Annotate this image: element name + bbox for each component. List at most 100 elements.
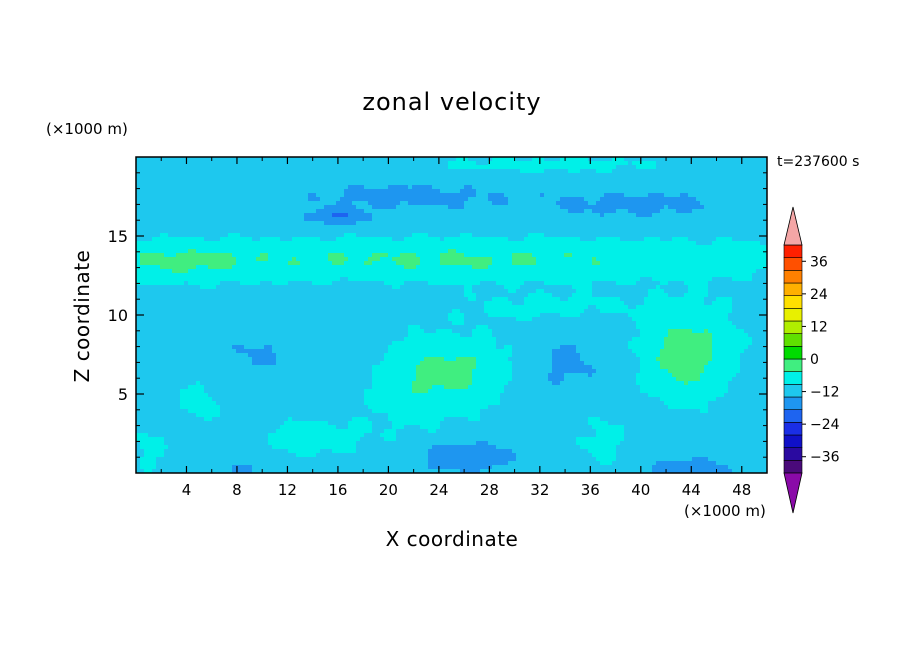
field-cell [188, 189, 193, 194]
field-cell [368, 173, 373, 178]
field-cell [684, 165, 689, 170]
field-cell [384, 261, 389, 266]
field-cell [700, 249, 705, 254]
field-cell [452, 261, 457, 266]
field-cell [340, 165, 345, 170]
field-cell [284, 157, 289, 162]
field-cell [324, 253, 329, 258]
field-cell [488, 245, 493, 250]
field-cell [704, 181, 709, 186]
field-cell [744, 173, 749, 178]
field-cell [748, 205, 753, 210]
field-cell [388, 161, 393, 166]
field-cell [240, 169, 245, 174]
field-cell [672, 249, 677, 254]
field-cell [360, 229, 365, 234]
field-cell [504, 177, 509, 182]
field-cell [164, 185, 169, 190]
field-cell [540, 253, 545, 258]
field-cell [220, 157, 225, 162]
field-cell [524, 277, 529, 282]
field-cell [304, 201, 309, 206]
field-cell [212, 157, 217, 162]
field-cell [172, 245, 177, 250]
field-cell [504, 281, 509, 286]
field-cell [608, 221, 613, 226]
field-cell [580, 209, 585, 214]
field-cell [336, 209, 341, 214]
field-cell [448, 197, 453, 202]
field-cell [672, 205, 677, 210]
field-cell [332, 265, 337, 270]
field-cell [744, 181, 749, 186]
field-cell [508, 269, 513, 274]
field-cell [620, 241, 625, 246]
field-cell [292, 201, 297, 206]
field-cell [716, 161, 721, 166]
field-cell [568, 237, 573, 242]
field-cell [724, 229, 729, 234]
field-cell [340, 205, 345, 210]
field-cell [180, 161, 185, 166]
field-cell [424, 269, 429, 274]
field-cell [336, 253, 341, 258]
field-cell [584, 157, 589, 162]
field-cell [656, 229, 661, 234]
field-cell [696, 245, 701, 250]
field-cell [304, 281, 309, 286]
field-cell [432, 213, 437, 218]
field-cell [344, 201, 349, 206]
field-cell [224, 201, 229, 206]
field-cell [540, 201, 545, 206]
field-cell [468, 177, 473, 182]
field-cell [452, 273, 457, 278]
field-cell [596, 177, 601, 182]
field-cell [620, 249, 625, 254]
field-cell [652, 233, 657, 238]
field-cell [300, 169, 305, 174]
field-cell [760, 225, 765, 230]
field-cell [412, 169, 417, 174]
field-cell [288, 165, 293, 170]
field-cell [336, 173, 341, 178]
field-cell [304, 245, 309, 250]
field-cell [148, 181, 153, 186]
field-cell [308, 197, 313, 202]
field-cell [468, 181, 473, 186]
field-cell [528, 161, 533, 166]
field-cell [664, 217, 669, 222]
field-cell [300, 229, 305, 234]
field-cell [392, 217, 397, 222]
field-cell [532, 193, 537, 198]
field-cell [228, 185, 233, 190]
field-cell [356, 277, 361, 282]
field-cell [144, 193, 149, 198]
field-cell [284, 181, 289, 186]
field-cell [480, 237, 485, 242]
field-cell [324, 261, 329, 266]
field-cell [160, 193, 165, 198]
field-cell [384, 221, 389, 226]
field-cell [608, 209, 613, 214]
field-cell [320, 193, 325, 198]
field-cell [388, 205, 393, 210]
field-cell [400, 261, 405, 266]
field-cell [216, 209, 221, 214]
field-cell [456, 269, 461, 274]
field-cell [436, 261, 441, 266]
field-cell [300, 217, 305, 222]
field-cell [480, 161, 485, 166]
field-cell [280, 209, 285, 214]
field-cell [396, 253, 401, 258]
field-cell [348, 281, 353, 286]
field-cell [188, 213, 193, 218]
field-cell [252, 217, 257, 222]
field-cell [396, 165, 401, 170]
field-cell [492, 165, 497, 170]
field-cell [152, 205, 157, 210]
field-cell [656, 185, 661, 190]
field-cell [376, 205, 381, 210]
field-cell [220, 169, 225, 174]
field-cell [400, 221, 405, 226]
field-cell [456, 213, 461, 218]
